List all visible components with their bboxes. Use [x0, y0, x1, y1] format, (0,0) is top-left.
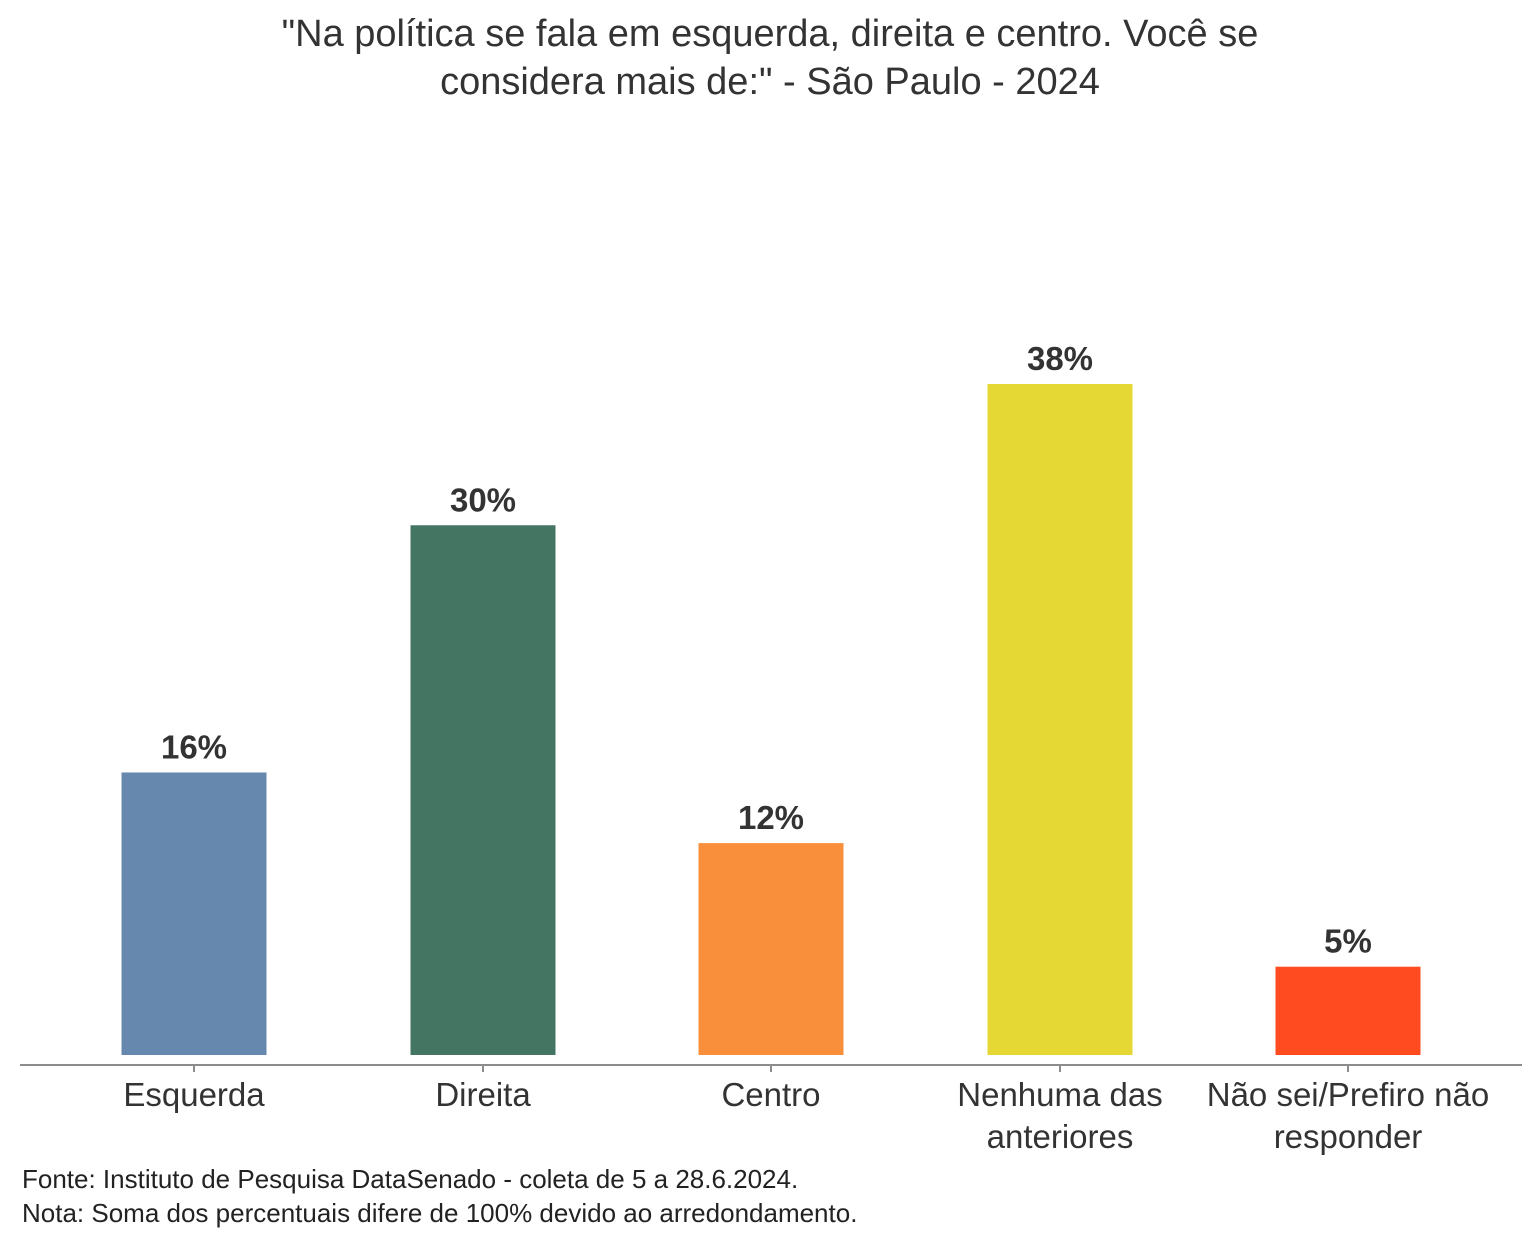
bar-4 [1275, 966, 1421, 1055]
value-label-0: 16% [161, 728, 227, 765]
value-label-1: 30% [450, 481, 516, 518]
chart-title-line-2: considera mais de:" - São Paulo - 2024 [440, 61, 1100, 103]
category-label-4: responder [1274, 1118, 1423, 1155]
category-label-3: anteriores [987, 1118, 1134, 1155]
chart-footer: Fonte: Instituto de Pesquisa DataSenado … [22, 1162, 857, 1230]
chart-title: "Na política se fala em esquerda, direit… [0, 10, 1536, 106]
category-label-0: Esquerda [123, 1076, 265, 1113]
source-note: Fonte: Instituto de Pesquisa DataSenado … [22, 1164, 799, 1194]
value-label-2: 12% [738, 799, 804, 836]
category-label-1: Direita [435, 1076, 531, 1113]
category-labels-group: Esquerda Direita Centro Nenhuma das anterior… [123, 1076, 1489, 1155]
category-label-2: Centro [721, 1076, 820, 1113]
category-label-3: Nenhuma das [957, 1076, 1162, 1113]
value-label-3: 38% [1027, 340, 1093, 377]
value-labels-group: 16% 30% 12% 38% 5% [161, 340, 1372, 960]
bar-0 [121, 772, 267, 1055]
value-label-4: 5% [1324, 923, 1372, 960]
bar-3 [987, 384, 1133, 1055]
x-ticks-group [193, 1065, 1349, 1072]
bars-group [121, 384, 1421, 1055]
category-label-4: Não sei/Prefiro não [1207, 1076, 1489, 1113]
rounding-note: Nota: Soma dos percentuais difere de 100… [22, 1198, 858, 1228]
chart-title-line-1: "Na política se fala em esquerda, direit… [281, 13, 1259, 55]
bar-2 [698, 843, 844, 1055]
bar-1 [410, 525, 556, 1055]
